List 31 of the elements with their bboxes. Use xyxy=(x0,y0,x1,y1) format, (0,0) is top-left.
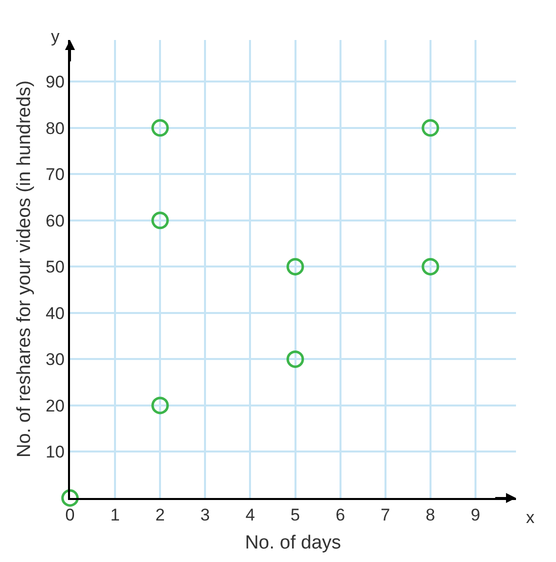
y-tick-label: 90 xyxy=(46,72,65,92)
y-tick-label: 20 xyxy=(46,396,65,416)
y-tick-label: 10 xyxy=(46,442,65,462)
y-tick-label: 40 xyxy=(46,304,65,323)
x-tick-label: 7 xyxy=(380,505,390,524)
point xyxy=(151,396,169,414)
x-tick-label: 1 xyxy=(110,505,120,524)
y-tick-label: 60 xyxy=(46,211,65,230)
x-tick-label: 8 xyxy=(426,505,436,524)
point xyxy=(61,489,79,507)
y-tick-label: 80 xyxy=(46,118,65,138)
y-axis-title: No. of reshares for your videos (in hundreds) xyxy=(14,80,36,458)
point xyxy=(151,212,169,230)
x-tick-label: 2 xyxy=(155,505,165,524)
point xyxy=(286,350,304,368)
point xyxy=(422,258,440,276)
point xyxy=(422,119,440,137)
point xyxy=(286,258,304,276)
x-tick-label: 6 xyxy=(336,505,346,524)
y-tick-label: 70 xyxy=(46,165,65,184)
x-tick-label: 3 xyxy=(200,505,210,524)
text: y xyxy=(51,27,60,46)
x-tick-label: 0 xyxy=(65,505,75,524)
point xyxy=(151,119,169,137)
x-tick-label: 4 xyxy=(245,505,255,524)
y-tick-label: 50 xyxy=(46,258,65,277)
text: x xyxy=(526,508,535,527)
x-axis-title: No. of days xyxy=(244,532,342,554)
x-tick-label: 9 xyxy=(470,505,480,524)
y-tick-label: 30 xyxy=(46,350,65,370)
x-tick-label: 5 xyxy=(290,505,300,524)
